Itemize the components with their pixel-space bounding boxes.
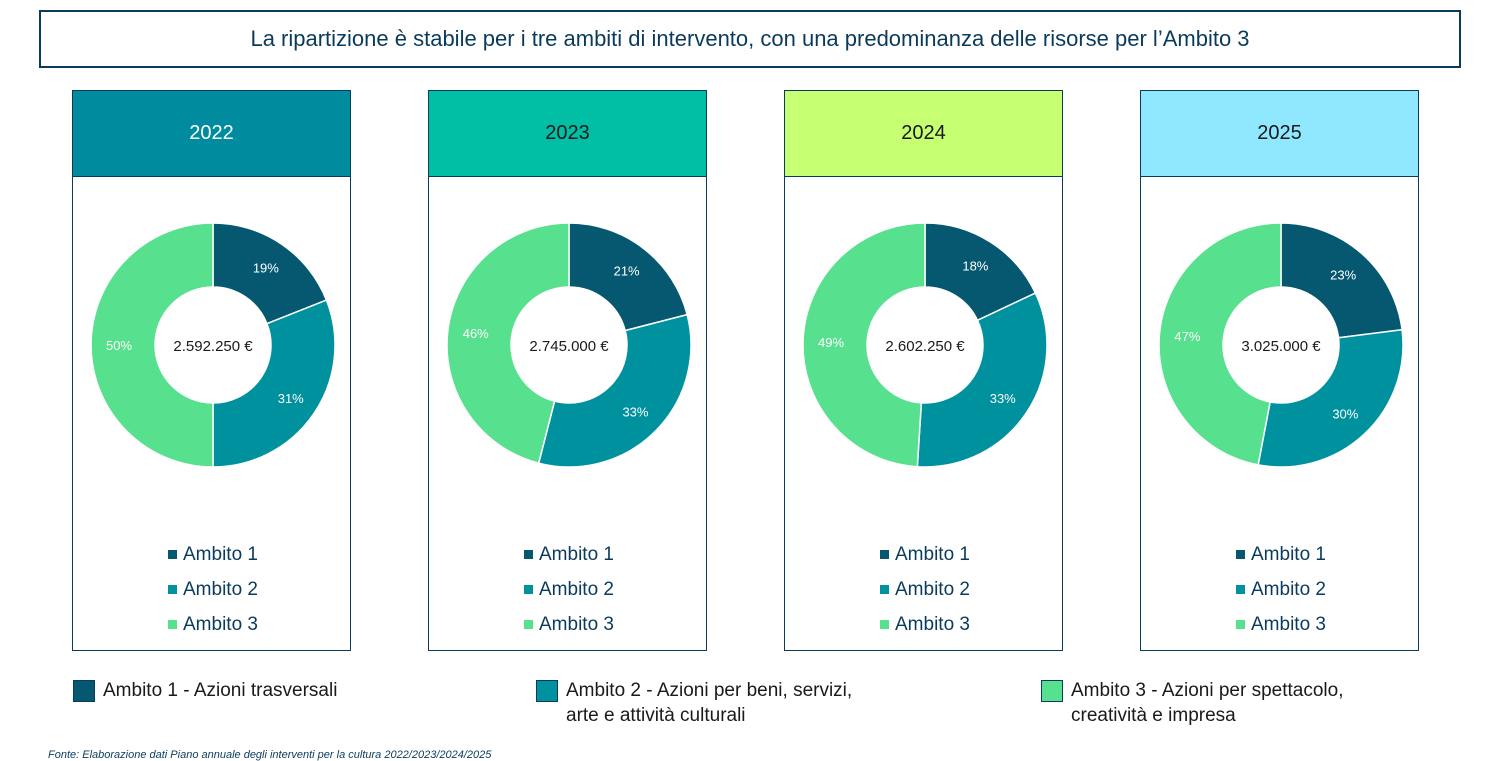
donut-slice-ambito-1 — [1280, 222, 1403, 339]
legend-label-ambito-2-line2: arte e attività culturali — [566, 705, 746, 726]
card-legend: Ambito 1 Ambito 2 Ambito 3 — [880, 537, 970, 642]
legend-swatch-ambito-3 — [1041, 680, 1063, 702]
donut-slice-ambito-3 — [90, 222, 214, 468]
card-legend-label: Ambito 3 — [895, 613, 970, 635]
donut-slice-ambito-1 — [212, 222, 328, 325]
legend-item-ambito-1: Ambito 1 - Azioni trasversali — [73, 678, 337, 703]
legend-item-ambito-2: Ambito 2 - Azioni per beni, servizi, art… — [536, 678, 852, 728]
donut-center-total: 2.602.250 € — [885, 338, 965, 355]
legend-swatch-ambito-1 — [73, 680, 95, 702]
card-legend-item-ambito-2: Ambito 2 — [880, 572, 970, 607]
donut-center-total: 2.592.250 € — [173, 338, 253, 355]
source-note: Fonte: Elaborazione dati Piano annuale d… — [48, 749, 492, 761]
card-legend-label: Ambito 3 — [1251, 613, 1326, 635]
card-legend-item-ambito-3: Ambito 3 — [168, 607, 258, 642]
donut-center-total: 3.025.000 € — [1241, 338, 1321, 355]
donut-card-2024: 2024 18% 33% 49% 2.602.250 € Ambito 1 Ambito 2… — [784, 90, 1063, 651]
donut-card-2023: 2023 21% 33% 46% 2.745.000 € Ambito 1 Ambito 2… — [428, 90, 707, 651]
chart-title-box: La ripartizione è stabile per i tre ambi… — [39, 10, 1461, 68]
card-legend-label: Ambito 3 — [183, 613, 258, 635]
donut-slice-ambito-1 — [568, 222, 689, 332]
card-legend-label: Ambito 2 — [539, 578, 614, 600]
card-year-header: 2022 — [73, 91, 350, 177]
card-legend-swatch — [1236, 550, 1245, 559]
donut-slice-ambito-3 — [446, 222, 570, 465]
card-year-header: 2024 — [785, 91, 1062, 177]
donut-chart: 19% 31% 50% 2.592.250 € — [90, 222, 336, 468]
card-legend-item-ambito-1: Ambito 1 — [168, 537, 258, 572]
card-legend-item-ambito-3: Ambito 3 — [880, 607, 970, 642]
legend-label-ambito-3-line1: Ambito 3 - Azioni per spettacolo, — [1071, 680, 1344, 701]
slice-label-ambito-3: 49% — [818, 335, 844, 350]
legend-label-ambito-2-line1: Ambito 2 - Azioni per beni, servizi, — [566, 680, 853, 701]
card-legend-item-ambito-1: Ambito 1 — [880, 537, 970, 572]
legend-label-ambito-3-line2: creatività e impresa — [1071, 705, 1236, 726]
donut-slice-ambito-3 — [1158, 222, 1282, 466]
card-legend-swatch — [880, 585, 889, 594]
bottom-legend: Ambito 1 - Azioni trasversali Ambito 2 -… — [0, 678, 1492, 728]
card-legend-item-ambito-3: Ambito 3 — [1236, 607, 1326, 642]
card-year-header: 2025 — [1141, 91, 1418, 177]
donut-slice-ambito-2 — [537, 313, 692, 468]
donut-card-2022: 2022 19% 31% 50% 2.592.250 € Ambito 1 Ambito 2… — [72, 90, 351, 651]
donut-chart: 23% 30% 47% 3.025.000 € — [1158, 222, 1404, 468]
slice-label-ambito-1: 19% — [253, 260, 279, 275]
slice-label-ambito-1: 18% — [962, 259, 988, 274]
card-legend-swatch — [168, 620, 177, 629]
card-legend-label: Ambito 1 — [183, 543, 258, 565]
card-legend-swatch — [168, 585, 177, 594]
card-legend-label: Ambito 1 — [895, 543, 970, 565]
donut-card-2025: 2025 23% 30% 47% 3.025.000 € Ambito 1 Ambito 2… — [1140, 90, 1419, 651]
card-legend-label: Ambito 2 — [895, 578, 970, 600]
slice-label-ambito-3: 46% — [463, 326, 489, 341]
card-legend-swatch — [1236, 585, 1245, 594]
card-legend-item-ambito-3: Ambito 3 — [524, 607, 614, 642]
donut-chart: 21% 33% 46% 2.745.000 € — [446, 222, 692, 468]
chart-title: La ripartizione è stabile per i tre ambi… — [250, 26, 1250, 51]
donut-slice-ambito-3 — [802, 222, 926, 468]
donut-slice-ambito-2 — [212, 299, 336, 468]
slice-label-ambito-2: 33% — [990, 391, 1016, 406]
card-legend-swatch — [880, 620, 889, 629]
card-legend-swatch — [524, 585, 533, 594]
card-legend-swatch — [524, 620, 533, 629]
card-legend-item-ambito-1: Ambito 1 — [524, 537, 614, 572]
card-legend-swatch — [524, 550, 533, 559]
card-year-header: 2023 — [429, 91, 706, 177]
card-legend-label: Ambito 2 — [183, 578, 258, 600]
donut-chart: 18% 33% 49% 2.602.250 € — [802, 222, 1048, 468]
legend-swatch-ambito-2 — [536, 680, 558, 702]
card-legend-item-ambito-2: Ambito 2 — [524, 572, 614, 607]
card-legend: Ambito 1 Ambito 2 Ambito 3 — [168, 537, 258, 642]
card-legend-label: Ambito 1 — [539, 543, 614, 565]
slice-label-ambito-1: 23% — [1330, 267, 1356, 282]
legend-label-ambito-1: Ambito 1 - Azioni trasversali — [103, 680, 338, 701]
card-legend-item-ambito-2: Ambito 2 — [168, 572, 258, 607]
card-legend-label: Ambito 1 — [1251, 543, 1326, 565]
legend-item-ambito-3: Ambito 3 - Azioni per spettacolo, creati… — [1041, 678, 1343, 728]
slice-label-ambito-3: 50% — [106, 338, 132, 353]
card-legend-item-ambito-1: Ambito 1 — [1236, 537, 1326, 572]
card-legend-label: Ambito 3 — [539, 613, 614, 635]
donut-center-total: 2.745.000 € — [529, 338, 609, 355]
slice-label-ambito-2: 33% — [622, 404, 648, 419]
slice-label-ambito-1: 21% — [614, 264, 640, 279]
card-legend-swatch — [1236, 620, 1245, 629]
card-legend-label: Ambito 2 — [1251, 578, 1326, 600]
card-legend-swatch — [880, 550, 889, 559]
donut-slice-ambito-2 — [916, 292, 1048, 468]
slice-label-ambito-2: 31% — [278, 391, 304, 406]
card-legend: Ambito 1 Ambito 2 Ambito 3 — [524, 537, 614, 642]
card-legend-item-ambito-2: Ambito 2 — [1236, 572, 1326, 607]
donut-slice-ambito-2 — [1257, 328, 1404, 468]
card-legend: Ambito 1 Ambito 2 Ambito 3 — [1236, 537, 1326, 642]
slice-label-ambito-3: 47% — [1174, 329, 1200, 344]
card-legend-swatch — [168, 550, 177, 559]
slice-label-ambito-2: 30% — [1332, 407, 1358, 422]
